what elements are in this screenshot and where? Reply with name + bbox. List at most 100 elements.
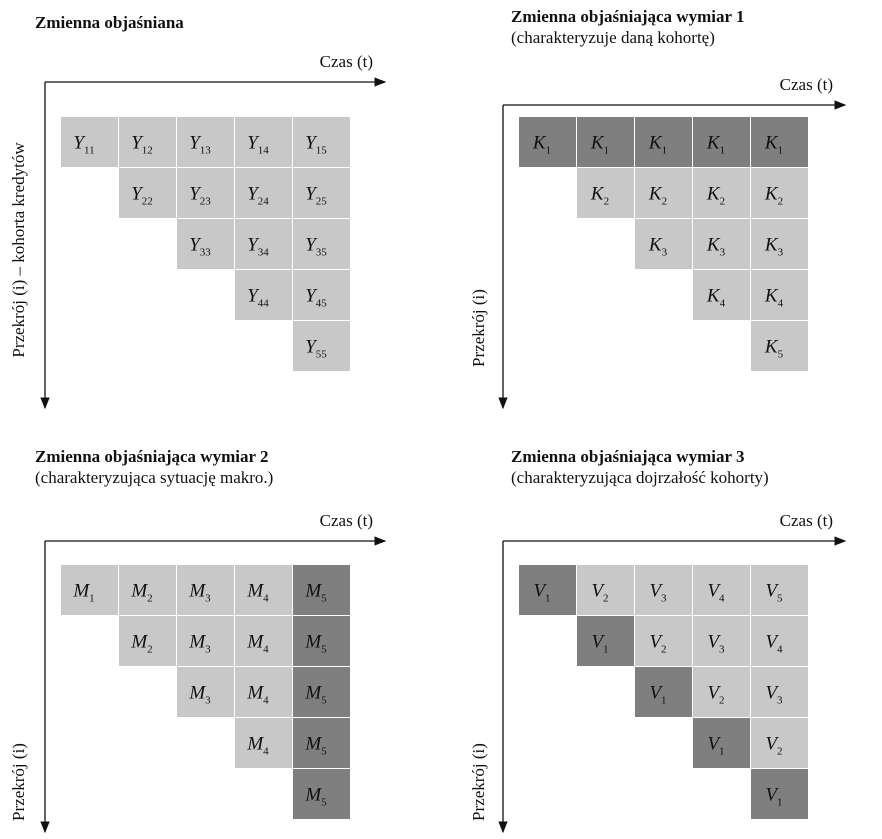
cell-symbol: K: [706, 235, 721, 256]
cell-symbol: K: [764, 133, 779, 154]
cell-index: 14: [258, 145, 270, 157]
cell-index: 1: [719, 746, 725, 758]
cell-symbol: M: [304, 734, 322, 755]
cell-index: 2: [147, 644, 153, 656]
cell-label: M2: [130, 632, 152, 656]
cell-symbol: M: [188, 683, 206, 704]
cell-symbol: V: [765, 683, 779, 704]
cell-index: 5: [321, 644, 327, 656]
cell-index: 3: [205, 644, 211, 656]
panel: Zmienna objaśniająca wymiar 1 (charaktery…: [469, 7, 847, 410]
cell: [293, 117, 350, 167]
cell-index: 1: [603, 644, 609, 656]
cell-symbol: V: [591, 581, 605, 602]
cell: [751, 117, 808, 167]
cell-label: V2: [649, 632, 666, 656]
cell-symbol: Y: [73, 133, 86, 154]
cell-index: 1: [662, 145, 668, 157]
cell-label: Y11: [73, 133, 94, 157]
cell-symbol: K: [764, 184, 779, 205]
cell-label: M3: [188, 581, 211, 605]
cell-label: Y45: [305, 286, 327, 310]
cell-symbol: V: [591, 632, 605, 653]
cell-label: K1: [590, 133, 609, 157]
cell-label: V1: [533, 581, 550, 605]
cell-symbol: K: [648, 133, 663, 154]
cell: [635, 117, 692, 167]
cell-label: K2: [590, 184, 609, 208]
cell: [635, 565, 692, 615]
cell: [693, 117, 750, 167]
cell-symbol: M: [246, 683, 264, 704]
cell-index: 4: [263, 593, 269, 605]
cell-label: K2: [764, 184, 783, 208]
cell-label: M3: [188, 683, 211, 707]
cell-label: Y12: [131, 133, 153, 157]
cell-symbol: V: [707, 632, 721, 653]
cell-symbol: Y: [131, 133, 144, 154]
cell-label: K2: [648, 184, 667, 208]
cell-label: M4: [246, 734, 269, 758]
cell: [577, 117, 634, 167]
cell: [751, 565, 808, 615]
cell-label: V1: [707, 734, 724, 758]
cell-label: M2: [130, 581, 152, 605]
cell: [177, 117, 234, 167]
cell-symbol: V: [649, 632, 663, 653]
cell-symbol: V: [707, 734, 721, 755]
cell-symbol: K: [590, 184, 605, 205]
cell: [751, 219, 808, 269]
cell-symbol: K: [764, 235, 779, 256]
cell-index: 2: [147, 593, 153, 605]
cell: [751, 168, 808, 218]
cell-symbol: V: [533, 581, 547, 602]
cell-symbol: Y: [247, 286, 260, 307]
cell-symbol: K: [764, 337, 779, 358]
x-axis-label: Czas (t): [320, 511, 373, 530]
cell: [293, 718, 350, 768]
cell-index: 15: [316, 145, 328, 157]
cell-label: K1: [532, 133, 551, 157]
cell-index: 1: [604, 145, 610, 157]
cell: [293, 769, 350, 819]
cell-symbol: M: [130, 632, 148, 653]
panel-title: Zmienna objaśniająca wymiar 2: [35, 447, 268, 466]
cell: [235, 616, 292, 666]
cell-label: K1: [648, 133, 667, 157]
cell-index: 23: [200, 196, 212, 208]
cell-label: V2: [765, 734, 782, 758]
cell-index: 4: [777, 644, 783, 656]
cell-index: 11: [84, 145, 95, 157]
cell-label: V3: [765, 683, 783, 707]
y-axis-label: Przekrój (i): [469, 743, 488, 821]
cell-symbol: V: [707, 683, 721, 704]
cell-index: 3: [777, 695, 783, 707]
cell: [293, 667, 350, 717]
cell-index: 5: [321, 593, 327, 605]
cell-index: 2: [719, 695, 725, 707]
cell-label: V4: [707, 581, 725, 605]
cell: [177, 565, 234, 615]
cell-index: 1: [778, 145, 784, 157]
cell: [177, 667, 234, 717]
cell: [693, 565, 750, 615]
cell: [751, 321, 808, 371]
cell-index: 45: [316, 298, 328, 310]
cell-symbol: Y: [305, 286, 318, 307]
cell-index: 33: [200, 247, 212, 259]
cell: [577, 616, 634, 666]
cell-label: K4: [706, 286, 726, 310]
cell-index: 5: [321, 797, 327, 809]
cell: [119, 168, 176, 218]
cell-index: 1: [777, 797, 783, 809]
cell-label: M5: [304, 632, 327, 656]
cell-symbol: K: [590, 133, 605, 154]
cell: [177, 616, 234, 666]
cell-index: 2: [603, 593, 609, 605]
cell-index: 2: [720, 196, 726, 208]
cell: [293, 616, 350, 666]
cell-symbol: K: [648, 184, 663, 205]
cell-label: V2: [591, 581, 608, 605]
cell-label: M5: [304, 581, 327, 605]
cell: [693, 168, 750, 218]
